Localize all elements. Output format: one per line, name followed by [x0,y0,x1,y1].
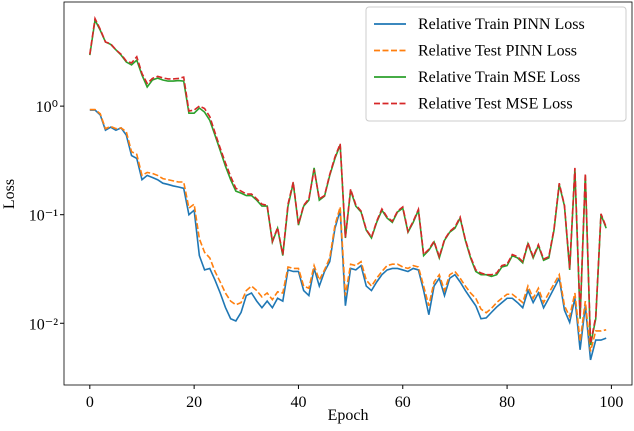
series-line [89,108,607,352]
legend-label: Relative Train MSE Loss [418,69,580,86]
x-axis-label: Epoch [328,407,369,424]
legend-label: Relative Test PINN Loss [418,43,577,60]
plot-frame [63,1,633,386]
y-tick-label: 10⁰ [36,99,58,116]
series-line [89,17,607,346]
x-tick-label: 100 [599,394,623,411]
x-tick-label: 0 [86,394,94,411]
series-line [89,15,607,344]
legend-box [365,6,627,122]
y-tick-label: 10⁻² [29,316,58,333]
x-tick-label: 40 [290,394,306,411]
legend-label: Relative Train PINN Loss [418,16,585,33]
y-axis-label: Loss [1,179,18,209]
x-tick-label: 60 [395,394,411,411]
x-tick-label: 20 [186,394,202,411]
y-tick-label: 10⁻¹ [29,208,58,225]
series-line [89,109,607,361]
legend-label: Relative Test MSE Loss [418,96,573,113]
x-tick-label: 80 [499,394,515,411]
